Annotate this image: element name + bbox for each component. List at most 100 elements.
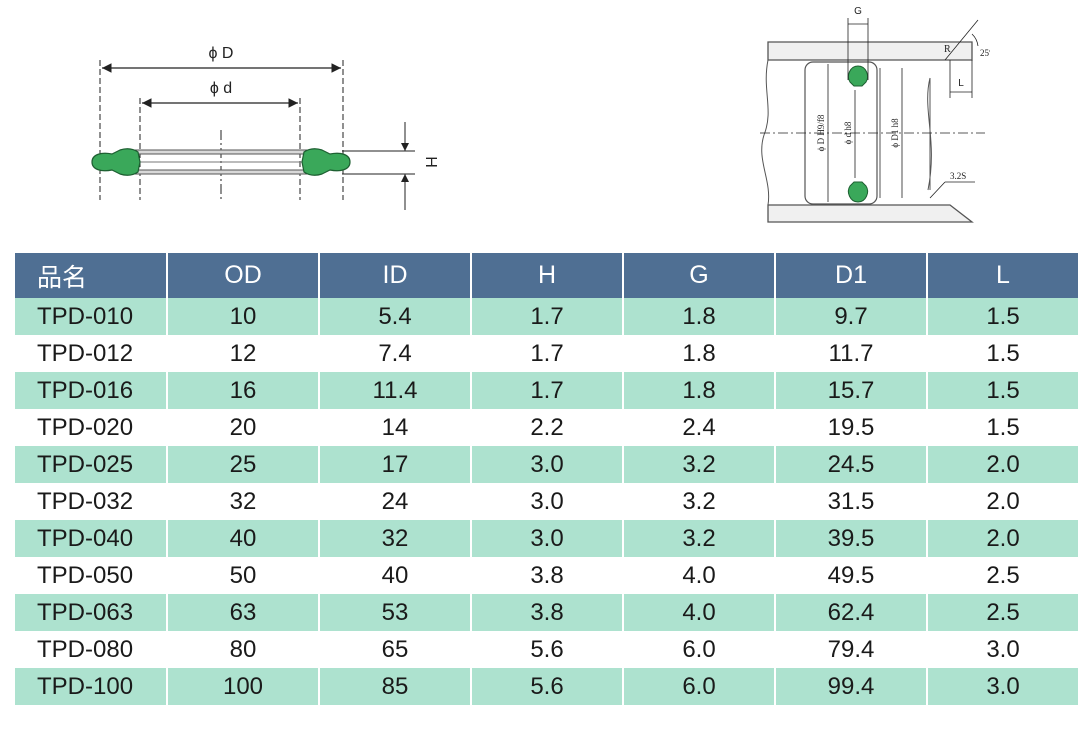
cell-value: 3.2 xyxy=(623,520,776,557)
cell-value: 32 xyxy=(167,483,320,520)
cell-value: 1.8 xyxy=(623,335,776,372)
cell-value: 3.0 xyxy=(471,483,624,520)
cell-value: 1.5 xyxy=(927,372,1078,409)
table-row: TPD-032 32 24 3.0 3.2 31.5 2.0 xyxy=(15,483,1078,520)
cell-value: 11.7 xyxy=(775,335,928,372)
seal-profile-right xyxy=(301,148,351,176)
cell-value: 1.7 xyxy=(471,372,624,409)
cell-value: 99.4 xyxy=(775,668,928,705)
cell-value: 62.4 xyxy=(775,594,928,631)
cell-product-name: TPD-012 xyxy=(15,335,168,372)
seal-upper xyxy=(847,65,869,87)
cell-value: 3.0 xyxy=(927,631,1078,668)
cell-value: 3.8 xyxy=(471,594,624,631)
seal-dimension-drawing: ϕ D ϕ d H xyxy=(91,45,439,210)
cell-value: 2.5 xyxy=(927,594,1078,631)
cell-value: 3.0 xyxy=(927,668,1078,705)
surface-finish-label: 3.2S xyxy=(950,171,966,181)
seal-profile-left xyxy=(91,148,141,176)
outer-diameter-label: ϕ D xyxy=(209,45,234,62)
inner-diameter-label: ϕ d xyxy=(210,80,232,97)
cell-product-name: TPD-040 xyxy=(15,520,168,557)
cell-product-name: TPD-050 xyxy=(15,557,168,594)
table-header-row: 品名 OD ID H G D1 L xyxy=(15,253,1078,298)
header-g: G xyxy=(623,253,776,298)
cell-value: 11.4 xyxy=(319,372,472,409)
header-l: L xyxy=(927,253,1078,298)
cell-value: 14 xyxy=(319,409,472,446)
groove-width-label: G xyxy=(854,6,862,17)
header-product-name: 品名 xyxy=(15,253,168,298)
cell-value: 19.5 xyxy=(775,409,928,446)
table-row: TPD-080 80 65 5.6 6.0 79.4 3.0 xyxy=(15,631,1078,668)
cell-value: 32 xyxy=(319,520,472,557)
cell-value: 17 xyxy=(319,446,472,483)
cell-value: 1.5 xyxy=(927,409,1078,446)
seal-lower xyxy=(847,181,869,203)
cell-value: 5.6 xyxy=(471,668,624,705)
groove-installation-drawing: G R 25° L ϕ D H9/f8 ϕ d h8 ϕ D1 h8 3.2S xyxy=(750,0,990,235)
cell-value: 2.0 xyxy=(927,446,1078,483)
table-row: TPD-040 40 32 3.0 3.2 39.5 2.0 xyxy=(15,520,1078,557)
cell-value: 3.2 xyxy=(623,446,776,483)
cell-value: 3.0 xyxy=(471,446,624,483)
shaft-outline xyxy=(879,68,932,198)
cell-value: 40 xyxy=(167,520,320,557)
header-id: ID xyxy=(319,253,472,298)
cell-value: 1.7 xyxy=(471,298,624,335)
cell-value: 15.7 xyxy=(775,372,928,409)
cell-value: 16 xyxy=(167,372,320,409)
cell-product-name: TPD-063 xyxy=(15,594,168,631)
cell-product-name: TPD-016 xyxy=(15,372,168,409)
table-row: TPD-063 63 53 3.8 4.0 62.4 2.5 xyxy=(15,594,1078,631)
radius-label: R xyxy=(944,44,951,55)
cell-value: 1.8 xyxy=(623,298,776,335)
cell-value: 3.8 xyxy=(471,557,624,594)
cell-value: 53 xyxy=(319,594,472,631)
cell-value: 5.6 xyxy=(471,631,624,668)
table-row: TPD-020 20 14 2.2 2.4 19.5 1.5 xyxy=(15,409,1078,446)
angle-label: 25° xyxy=(980,48,990,58)
spec-table: 品名 OD ID H G D1 L TPD-010 10 5.4 1.7 1.8 9.7 1… xyxy=(15,253,1078,705)
cell-value: 49.5 xyxy=(775,557,928,594)
cell-value: 4.0 xyxy=(623,594,776,631)
cell-value: 3.2 xyxy=(623,483,776,520)
cell-value: 2.4 xyxy=(623,409,776,446)
cell-value: 79.4 xyxy=(775,631,928,668)
table-row: TPD-016 16 11.4 1.7 1.8 15.7 1.5 xyxy=(15,372,1078,409)
cell-value: 50 xyxy=(167,557,320,594)
cell-value: 6.0 xyxy=(623,631,776,668)
table-row: TPD-050 50 40 3.8 4.0 49.5 2.5 xyxy=(15,557,1078,594)
shaft-diameter-label: ϕ d h8 xyxy=(843,121,853,144)
cell-value: 6.0 xyxy=(623,668,776,705)
cell-value: 40 xyxy=(319,557,472,594)
cell-value: 1.8 xyxy=(623,372,776,409)
cell-value: 12 xyxy=(167,335,320,372)
cell-product-name: TPD-010 xyxy=(15,298,168,335)
cell-value: 1.7 xyxy=(471,335,624,372)
cell-value: 5.4 xyxy=(319,298,472,335)
cell-value: 100 xyxy=(167,668,320,705)
d1-diameter-label: ϕ D1 h8 xyxy=(890,118,900,148)
cell-product-name: TPD-020 xyxy=(15,409,168,446)
cell-value: 10 xyxy=(167,298,320,335)
cell-product-name: TPD-032 xyxy=(15,483,168,520)
cell-value: 85 xyxy=(319,668,472,705)
cell-value: 25 xyxy=(167,446,320,483)
header-od: OD xyxy=(167,253,320,298)
extension-lines xyxy=(99,60,344,200)
housing-outline xyxy=(767,41,974,223)
cell-product-name: TPD-080 xyxy=(15,631,168,668)
table-row: TPD-012 12 7.4 1.7 1.8 11.7 1.5 xyxy=(15,335,1078,372)
cell-value: 4.0 xyxy=(623,557,776,594)
cell-value: 2.0 xyxy=(927,520,1078,557)
cell-value: 2.2 xyxy=(471,409,624,446)
cell-value: 1.5 xyxy=(927,298,1078,335)
table-row: TPD-100 100 85 5.6 6.0 99.4 3.0 xyxy=(15,668,1078,705)
cell-value: 80 xyxy=(167,631,320,668)
cell-value: 39.5 xyxy=(775,520,928,557)
table-row: TPD-025 25 17 3.0 3.2 24.5 2.0 xyxy=(15,446,1078,483)
cell-value: 20 xyxy=(167,409,320,446)
cell-value: 1.5 xyxy=(927,335,1078,372)
cell-value: 2.5 xyxy=(927,557,1078,594)
